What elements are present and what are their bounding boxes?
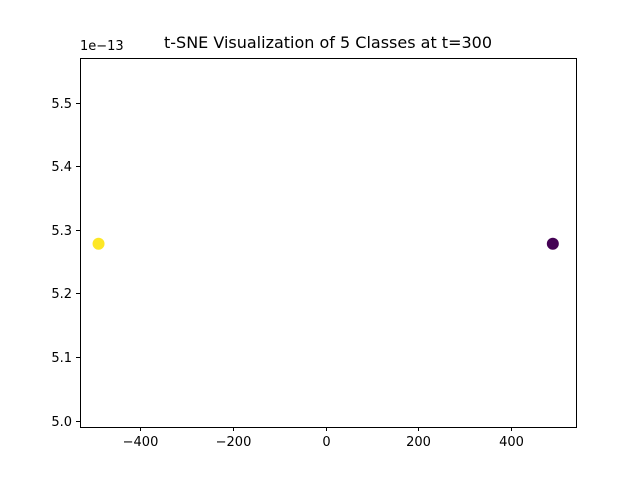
chart-title: t-SNE Visualization of 5 Classes at t=30… [164,33,492,52]
x-axis: −400 −200 0 200 400 [123,427,524,450]
plot-area-frame [80,58,577,428]
y-tick-label: 5.5 [51,97,72,112]
scatter-point [92,237,105,250]
x-tick-label: 400 [499,435,524,450]
y-tick-label: 5.1 [51,351,72,366]
y-axis: 5.0 5.1 5.2 5.3 5.4 5.5 [51,97,80,430]
y-tick-label: 5.3 [51,224,72,239]
y-tick-label: 5.2 [51,287,72,302]
x-tick-label: −400 [123,435,159,450]
scatter-point [546,237,559,250]
x-tick-label: 0 [322,435,330,450]
y-tick-label: 5.4 [51,160,72,175]
x-tick-label: 200 [406,435,431,450]
x-tick-label: −200 [216,435,252,450]
scatter-points [92,237,559,250]
y-tick-label: 5.0 [51,415,72,430]
y-axis-offset-label: 1e−13 [80,39,124,54]
